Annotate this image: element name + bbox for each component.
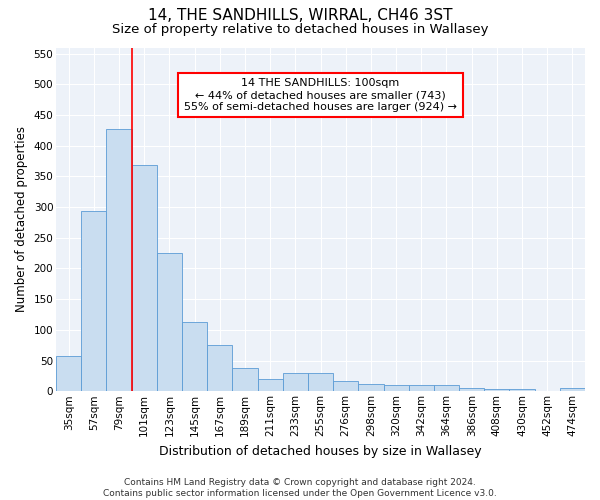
Bar	[383, 385, 409, 392]
Text: 14 THE SANDHILLS: 100sqm
← 44% of detached houses are smaller (743)
55% of semi-: 14 THE SANDHILLS: 100sqm ← 44% of detach…	[184, 78, 457, 112]
Text: Size of property relative to detached houses in Wallasey: Size of property relative to detached ho…	[112, 22, 488, 36]
Bar	[157, 253, 182, 392]
Bar	[308, 374, 333, 392]
Text: Contains HM Land Registry data © Crown copyright and database right 2024.
Contai: Contains HM Land Registry data © Crown c…	[103, 478, 497, 498]
Bar	[560, 388, 585, 392]
Bar	[358, 384, 383, 392]
Bar	[257, 379, 283, 392]
Bar	[283, 374, 308, 392]
Bar	[484, 390, 509, 392]
Bar	[106, 128, 131, 392]
Bar	[81, 212, 106, 392]
Bar	[182, 322, 207, 392]
Bar	[459, 388, 484, 392]
Bar	[434, 385, 459, 392]
Bar	[232, 368, 257, 392]
Bar	[56, 356, 81, 392]
Bar	[509, 389, 535, 392]
Y-axis label: Number of detached properties: Number of detached properties	[15, 126, 28, 312]
Bar	[333, 381, 358, 392]
Bar	[207, 344, 232, 392]
Bar	[409, 385, 434, 392]
X-axis label: Distribution of detached houses by size in Wallasey: Distribution of detached houses by size …	[159, 444, 482, 458]
Bar	[131, 166, 157, 392]
Text: 14, THE SANDHILLS, WIRRAL, CH46 3ST: 14, THE SANDHILLS, WIRRAL, CH46 3ST	[148, 8, 452, 22]
